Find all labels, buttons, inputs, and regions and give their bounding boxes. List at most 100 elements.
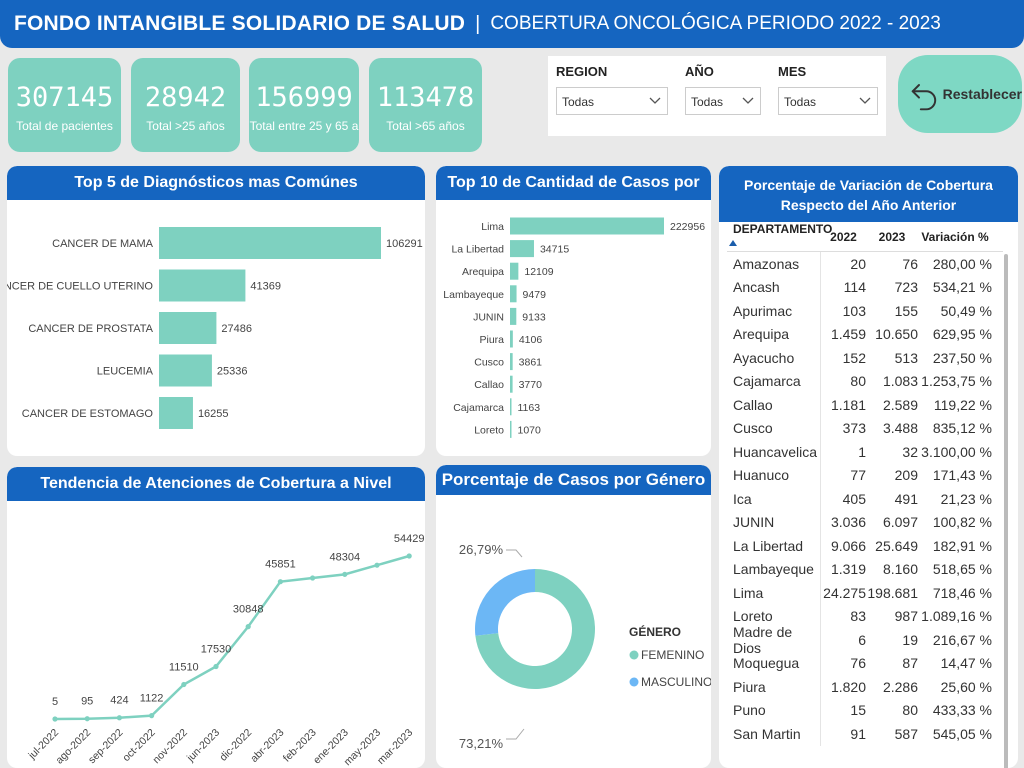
top5-diagnoses-chart: CANCER DE MAMA 106291 CANCER DE CUELLO UTE…	[7, 227, 423, 429]
x-tick-label: ago-2022	[53, 727, 93, 767]
leader-line	[506, 549, 523, 558]
column-header-2023[interactable]: 2023	[878, 229, 906, 244]
chevron-down-icon	[649, 97, 661, 104]
column-header-2022[interactable]: 2022	[830, 229, 857, 244]
slice-label-femenino: 73,21%	[459, 736, 504, 751]
page-title: FONDO INTANGIBLE SOLIDARIO DE SALUD	[14, 12, 466, 35]
cell-2023: 491	[894, 490, 918, 507]
bar	[510, 217, 664, 235]
title-separator: |	[475, 12, 481, 35]
bar-value-label: 9133	[522, 311, 546, 323]
column-header-departamento[interactable]: DEPARTAMENTO	[727, 222, 832, 251]
bar-value-label: 3770	[519, 379, 543, 391]
table-row[interactable]: San Martin 91 587 545,05 %	[727, 722, 1003, 746]
table-row[interactable]: Loreto 83 987 1.089,16 %	[727, 604, 1003, 628]
cell-variacion: 534,21 %	[932, 279, 992, 296]
bar	[510, 240, 534, 258]
table-row[interactable]: Puno 15 80 433,33 %	[727, 698, 1003, 722]
bar-value-label: 41369	[250, 281, 281, 293]
top5-diagnoses-panel: Top 5 de Diagnósticos mas Comúnes CANCER…	[7, 166, 425, 456]
region-dropdown-value: Todas	[562, 95, 595, 109]
cell-2022: 77	[850, 467, 866, 484]
table-row[interactable]: JUNIN 3.036 6.097 100,82 %	[727, 510, 1003, 534]
year-dropdown[interactable]: Todas	[685, 87, 761, 115]
table-row[interactable]: Cajamarca 80 1.083 1.253,75 %	[727, 369, 1003, 393]
table-row[interactable]: Ancash 114 723 534,21 %	[727, 275, 1003, 299]
table-row[interactable]: Lambayeque 1.319 8.160 518,65 %	[727, 557, 1003, 581]
page-header: FONDO INTANGIBLE SOLIDARIO DE SALUD | CO…	[0, 0, 1024, 48]
trend-point	[342, 571, 348, 577]
cell-variacion: 280,00 %	[932, 255, 992, 272]
bar	[510, 285, 517, 303]
kpi-label: Total >25 años	[146, 119, 225, 133]
cell-2022: 1.319	[830, 561, 866, 578]
month-dropdown[interactable]: Todas	[778, 87, 878, 115]
cell-variacion: 25,60 %	[940, 678, 992, 695]
bar-category-label: Arequipa	[462, 266, 504, 278]
gender-panel: Porcentaje de Casos por Género 26,79% 73,…	[436, 465, 711, 768]
cell-departamento: Huanuco	[727, 463, 821, 487]
bar-category-label: JUNIN	[473, 311, 504, 323]
cell-departamento: Arequipa	[727, 322, 821, 346]
bar-value-label: 1163	[518, 402, 541, 414]
kpi-card-over-65: 113478 Total >65 años	[369, 58, 482, 152]
page-subtitle: COBERTURA ONCOLÓGICA PERIODO 2022 - 2023	[490, 13, 941, 34]
legend-title: GÉNERO	[629, 624, 681, 639]
top10-regions-chart: Lima 222956 La Libertad 34715 Arequipa 12109 L…	[443, 217, 705, 438]
table-row[interactable]: Moquegua 76 87 14,47 %	[727, 651, 1003, 675]
cell-variacion: 171,43 %	[932, 467, 992, 484]
cell-2023: 25.649	[875, 537, 918, 554]
bar	[159, 269, 246, 302]
table-row[interactable]: Apurimac 103 155 50,49 %	[727, 299, 1003, 323]
cell-departamento: Cajamarca	[727, 369, 821, 393]
table-row[interactable]: Ayacucho 152 513 237,50 %	[727, 346, 1003, 370]
cell-variacion: 545,05 %	[932, 725, 992, 742]
table-row[interactable]: Arequipa 1.459 10.650 629,95 %	[727, 322, 1003, 346]
cell-2022: 1.459	[830, 326, 866, 343]
cell-2022: 373	[842, 420, 866, 437]
table-row[interactable]: Huancavelica 1 32 3.100,00 %	[727, 440, 1003, 464]
trend-point	[406, 553, 412, 559]
cell-2022: 20	[850, 255, 866, 272]
column-header-variacion[interactable]: Variación %	[921, 229, 989, 244]
bar	[510, 330, 513, 348]
cell-2023: 8.160	[882, 561, 918, 578]
reset-button[interactable]: Restablecer	[898, 55, 1022, 133]
cell-departamento: Puno	[727, 698, 821, 722]
table-row[interactable]: Madre de Dios 6 19 216,67 %	[727, 624, 1003, 656]
table-row[interactable]: Amazonas 20 76 280,00 %	[727, 252, 1003, 276]
trend-title: Tendencia de Atenciones de Cobertura a N…	[7, 467, 425, 526]
undo-arrow-icon	[911, 84, 937, 111]
cell-departamento: Madre de Dios	[727, 624, 821, 656]
table-row[interactable]: Lima 24.275 198.681 718,46 %	[727, 581, 1003, 605]
cell-2022: 15	[850, 702, 866, 719]
bar-value-label: 1070	[518, 424, 542, 436]
bar-value-label: 222956	[670, 221, 705, 233]
cell-departamento: Cusco	[727, 416, 821, 440]
table-row[interactable]: Callao 1.181 2.589 119,22 %	[727, 393, 1003, 417]
table-row[interactable]: Piura 1.820 2.286 25,60 %	[727, 675, 1003, 699]
region-dropdown[interactable]: Todas	[556, 87, 668, 115]
trend-point	[374, 562, 380, 568]
x-tick-label: mar-2023	[375, 727, 415, 767]
x-tick-label: jun-2023	[184, 727, 222, 765]
data-label: 48304	[330, 551, 361, 563]
cell-departamento: Ica	[727, 487, 821, 511]
table-row[interactable]: Ica 405 491 21,23 %	[727, 487, 1003, 511]
bar-category-label: La Libertad	[451, 244, 504, 256]
table-row[interactable]: Huanuco 77 209 171,43 %	[727, 463, 1003, 487]
top10-regions-title: Top 10 de Cantidad de Casos por Región	[436, 166, 711, 225]
chevron-down-icon	[742, 97, 754, 104]
cell-variacion: 518,65 %	[932, 561, 992, 578]
cell-departamento: Apurimac	[727, 299, 821, 323]
table-row[interactable]: La Libertad 9.066 25.649 182,91 %	[727, 534, 1003, 558]
bar-category-label: Lima	[481, 221, 504, 233]
table-row[interactable]: Cusco 373 3.488 835,12 %	[727, 416, 1003, 440]
cell-2022: 9.066	[830, 537, 866, 554]
year-filter: AÑO Todas	[685, 64, 761, 115]
variation-table-panel: Porcentaje de Variación de Cobertura Res…	[719, 166, 1018, 768]
cell-variacion: 835,12 %	[932, 420, 992, 437]
gender-donut-chart: 26,79% 73,21% GÉNERO FEMENINO MASCULINO	[459, 542, 711, 751]
table-scrollbar[interactable]	[1004, 254, 1008, 768]
